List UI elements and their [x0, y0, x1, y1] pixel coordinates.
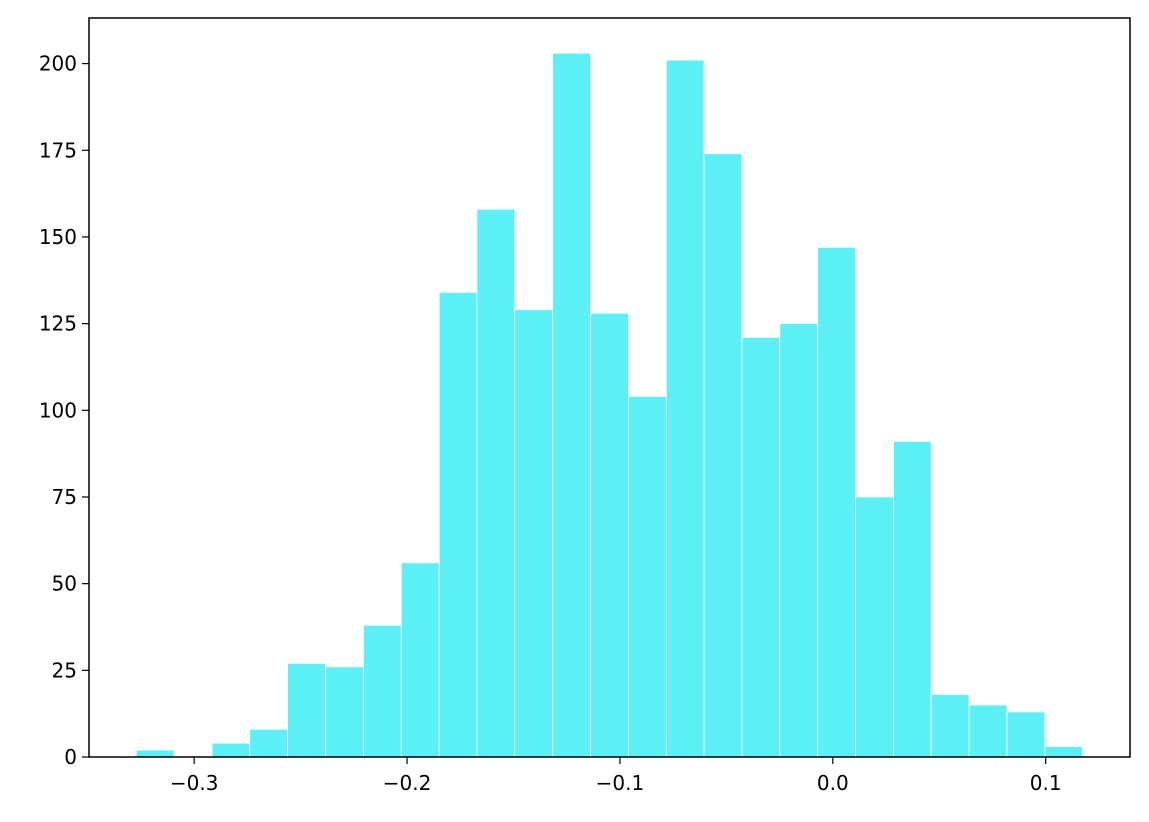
bar [968, 704, 1008, 758]
bar [400, 562, 440, 758]
x-tick-label: −0.3 [170, 771, 219, 795]
bar [438, 292, 478, 758]
x-tick-label: −0.2 [383, 771, 432, 795]
y-tick-label: 75 [52, 485, 77, 509]
bar [1044, 746, 1084, 758]
y-tick-label: 125 [39, 312, 77, 336]
bar [287, 662, 326, 758]
y-tick-label: 50 [52, 572, 77, 596]
bar [514, 309, 554, 758]
bar [363, 624, 402, 758]
bar [703, 153, 743, 758]
bar [211, 742, 251, 758]
bar [779, 323, 819, 758]
bar [552, 52, 591, 758]
bar [135, 749, 175, 758]
bar [476, 208, 516, 758]
bar [893, 441, 932, 758]
bar [817, 246, 856, 758]
bar [1006, 711, 1046, 758]
y-tick-label: 25 [52, 658, 77, 682]
x-tick-label: −0.1 [596, 771, 645, 795]
y-tick-label: 100 [39, 398, 77, 422]
plot-frame [88, 17, 1131, 758]
bar [741, 337, 781, 758]
bar [665, 59, 705, 758]
bar [855, 496, 894, 758]
y-tick-label: 175 [39, 138, 77, 162]
bar [930, 694, 970, 758]
bar [628, 396, 667, 758]
x-tick-label: 0.1 [1030, 771, 1062, 795]
y-tick-label: 150 [39, 225, 77, 249]
y-tick-label: 0 [64, 745, 77, 769]
bar [590, 312, 629, 758]
bar [325, 666, 364, 758]
y-tick-label: 200 [39, 52, 77, 76]
x-tick-label: 0.0 [817, 771, 849, 795]
bar [249, 728, 289, 758]
